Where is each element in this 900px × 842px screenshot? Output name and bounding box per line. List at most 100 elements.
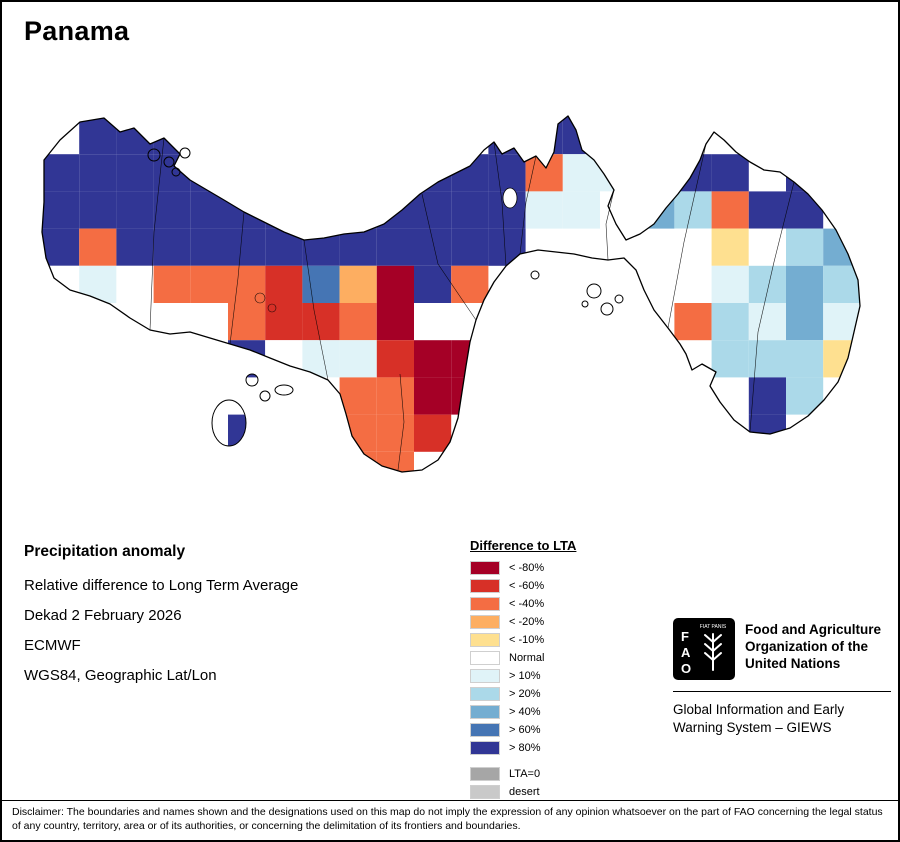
map-cell-p80 — [79, 154, 117, 192]
map-cell-p80 — [711, 154, 749, 192]
map-cell-p80 — [153, 228, 191, 266]
info-heading: Precipitation anomaly — [24, 543, 186, 560]
legend-swatch — [470, 767, 500, 781]
map-cell-p80 — [748, 377, 786, 415]
legend-label: > 60% — [509, 724, 541, 736]
legend-swatch — [470, 561, 500, 575]
legend-swatch — [470, 741, 500, 755]
map-cell-p80 — [265, 228, 303, 266]
legend-title: Difference to LTA — [470, 538, 577, 553]
map-cell-p10 — [748, 303, 786, 341]
legend-item: > 10% — [470, 667, 576, 685]
map-cell-p80 — [376, 228, 414, 266]
map-cell-m40 — [674, 303, 712, 341]
info-line-projection: WGS84, Geographic Lat/Lon — [24, 667, 217, 684]
legend-item: > 80% — [470, 739, 576, 757]
map-cell-p80 — [488, 228, 526, 266]
map-cell-m40 — [339, 377, 377, 415]
fao-logo-motto: FIAT PANIS — [700, 624, 727, 630]
map-cell-p20 — [786, 377, 824, 415]
map-cell-norm — [748, 228, 786, 266]
map-cell-m40 — [376, 414, 414, 452]
map-cell-norm — [116, 265, 154, 303]
map-cell-p10 — [711, 265, 749, 303]
map-cell-m80 — [414, 377, 452, 415]
map-cell-p80 — [376, 191, 414, 229]
wheat-icon — [704, 633, 722, 671]
map-cell-p80 — [190, 228, 228, 266]
legend-label: > 10% — [509, 670, 541, 682]
map-cell-p80 — [228, 228, 266, 266]
map-cell-p80 — [451, 191, 489, 229]
map-cell-norm — [190, 303, 228, 341]
map-cell-p80 — [525, 117, 563, 155]
map-cell-p40 — [823, 228, 860, 266]
map-cell-m60 — [376, 340, 414, 378]
map-cell-m40 — [451, 265, 489, 303]
map-cell-p10 — [562, 191, 600, 229]
map-cell-p80 — [190, 154, 228, 192]
map-cell-p20 — [823, 265, 860, 303]
legend-swatch — [470, 785, 500, 799]
province-boundaries — [149, 137, 795, 471]
country-outline — [41, 115, 861, 473]
map-cell-norm — [674, 265, 712, 303]
map-cell-m40 — [228, 265, 266, 303]
map-cell-p80 — [153, 191, 191, 229]
map-cell-p80 — [79, 117, 117, 155]
legend-item: > 40% — [470, 703, 576, 721]
legend-item: > 60% — [470, 721, 576, 739]
legend-item: < -20% — [470, 613, 576, 631]
legend-label: desert — [509, 786, 540, 798]
map-cell-p80 — [42, 228, 80, 266]
map-cell-p80 — [116, 228, 154, 266]
giews-label: Global Information and Early Warning Sys… — [673, 702, 845, 735]
fao-letter: F — [681, 629, 689, 644]
legend-item: < -80% — [470, 559, 576, 577]
map-cell-norm — [302, 414, 340, 452]
map-cell-m60 — [265, 303, 303, 341]
map-cell-p20 — [674, 191, 712, 229]
info-line-source: ECMWF — [24, 637, 81, 654]
legend-label: < -80% — [509, 562, 545, 574]
legend-swatch — [470, 651, 500, 665]
map-cell-m40 — [376, 377, 414, 415]
fao-letter: A — [681, 645, 691, 660]
map-cell-p80 — [488, 154, 526, 192]
map-cell-p80 — [228, 414, 266, 452]
map-cell-p80 — [302, 191, 340, 229]
map-cell-m60 — [414, 414, 452, 452]
legend-gap — [470, 757, 576, 765]
map-cell-norm — [600, 191, 638, 229]
page-title: Panama — [24, 16, 130, 46]
map-cell-p80 — [190, 191, 228, 229]
legend-item: desert — [470, 783, 576, 801]
map-cell-p80 — [153, 117, 191, 155]
map-cell-m40 — [190, 265, 228, 303]
map-cell-p40 — [637, 191, 675, 229]
map-cell-p80 — [302, 228, 340, 266]
map-cell-p40 — [786, 303, 824, 341]
map-cell-m40 — [711, 191, 749, 229]
info-line-description: Relative difference to Long Term Average — [24, 577, 299, 594]
legend-swatch — [470, 723, 500, 737]
map-cell-p10 — [339, 340, 377, 378]
legend-item: < -10% — [470, 631, 576, 649]
footer-divider — [673, 691, 891, 692]
legend-label: LTA=0 — [509, 768, 541, 780]
map-cell-m10 — [711, 228, 749, 266]
map-cell-m40 — [525, 154, 563, 192]
map-cell-p80 — [42, 191, 80, 229]
legend-swatch — [470, 579, 500, 593]
map-cell-m80 — [376, 303, 414, 341]
legend-item: Normal — [470, 649, 576, 667]
legend-label: > 20% — [509, 688, 541, 700]
disclaimer: Disclaimer: The boundaries and names sho… — [2, 800, 898, 840]
fao-logo-letters: FAO — [681, 629, 691, 676]
map-cell-norm — [674, 228, 712, 266]
map-cell-m40 — [79, 228, 117, 266]
map-cell-p10 — [525, 191, 563, 229]
